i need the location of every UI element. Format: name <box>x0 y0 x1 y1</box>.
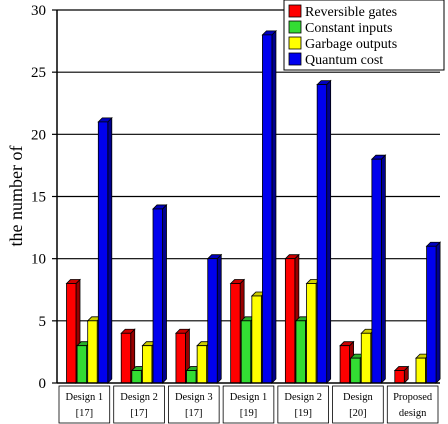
bar-side <box>326 79 332 384</box>
bar-front <box>207 258 218 384</box>
bar-front <box>316 84 328 384</box>
bar-front <box>306 283 317 384</box>
legend-swatch <box>288 36 302 50</box>
x-tick-label: Proposed <box>393 392 433 403</box>
legend-swatch <box>288 52 302 66</box>
legend-item: Reversible gates <box>288 4 397 20</box>
y-tick-label: 30 <box>31 3 46 19</box>
bars <box>65 29 442 384</box>
bar-front <box>371 158 382 384</box>
y-tick-label: 10 <box>31 252 46 268</box>
bar-front <box>131 370 142 384</box>
legend-item: Garbage outputs <box>288 36 397 52</box>
bar-front <box>251 295 262 384</box>
legend-label: Garbage outputs <box>305 37 397 52</box>
bar-front <box>152 208 163 384</box>
x-tick-label: [19] <box>294 408 312 419</box>
legend-box <box>283 0 445 71</box>
x-tick-label: Design 3 <box>175 392 213 403</box>
bar-front <box>394 370 405 384</box>
bar-front <box>175 332 186 384</box>
bar-front <box>87 320 98 384</box>
bar-quantum-cost <box>152 203 168 384</box>
y-tick-label: 20 <box>31 127 46 143</box>
x-category-box <box>332 385 384 424</box>
x-tick-label: [17] <box>76 408 94 419</box>
bar-side <box>107 116 113 384</box>
x-tick-label: [20] <box>349 408 367 419</box>
bar-front <box>426 245 437 384</box>
bar-front <box>350 357 361 384</box>
x-tick-label: [17] <box>185 408 203 419</box>
bar-front <box>142 345 153 384</box>
bar-side <box>271 29 277 384</box>
bar-front <box>295 320 306 384</box>
x-tick-label: [19] <box>240 408 258 419</box>
bar-front <box>240 320 252 384</box>
y-tick-labels: 0 5 10 15 20 25 30 <box>31 3 46 392</box>
bar-front <box>66 283 77 384</box>
bar-front <box>196 345 208 384</box>
bar-quantum-cost <box>206 253 223 384</box>
x-tick-labels: Design 1 [17] Design 2 [17] Design 3 [17] Desi… <box>58 385 439 424</box>
bar-front <box>186 370 197 384</box>
bar-quantum-cost <box>316 79 332 384</box>
y-tick-label: 15 <box>31 190 46 206</box>
x-tick-label: Design 1 <box>66 392 104 403</box>
bar-front <box>97 121 109 384</box>
legend-swatch <box>288 20 302 34</box>
legend-label: Quantum cost <box>305 53 383 68</box>
bar-front <box>230 283 241 384</box>
bar-front <box>360 332 372 384</box>
x-tick-label: [17] <box>130 408 148 419</box>
legend-item: Constant inputs <box>288 20 393 36</box>
y-axis-label: the number of <box>6 146 26 247</box>
bar-front <box>415 357 426 384</box>
legend-label: Reversible gates <box>305 5 397 20</box>
y-tick-label: 0 <box>39 376 47 392</box>
x-category-box <box>168 385 220 424</box>
bar-quantum-cost <box>97 116 113 384</box>
x-category-box <box>386 385 439 424</box>
bar-front <box>284 258 296 384</box>
bar-front <box>339 345 350 384</box>
axes <box>52 9 440 384</box>
bar-quantum-cost <box>261 29 277 384</box>
x-tick-label: Design <box>343 392 373 403</box>
legend-item: Quantum cost <box>288 52 383 68</box>
x-tick-label: design <box>399 408 427 419</box>
bar-side <box>380 154 386 384</box>
x-category-box <box>222 385 275 424</box>
bar-front <box>120 332 132 384</box>
bar-side <box>162 203 167 384</box>
y-tick-label: 25 <box>31 65 46 81</box>
bar-side <box>435 241 441 384</box>
bar-quantum-cost <box>370 154 387 384</box>
legend-label: Constant inputs <box>305 21 393 36</box>
x-category-box <box>113 385 165 424</box>
bar-side <box>216 253 222 384</box>
y-tick-label: 5 <box>39 314 47 330</box>
x-category-box <box>58 385 111 424</box>
legend-swatch <box>288 4 302 18</box>
bar-quantum-cost <box>425 241 442 384</box>
bar-reversible-gates <box>393 365 410 384</box>
x-tick-label: Design 2 <box>284 392 322 403</box>
bar-front <box>262 34 273 384</box>
x-tick-label: Design 1 <box>230 392 268 403</box>
bar-front <box>76 345 87 384</box>
x-tick-label: Design 2 <box>120 392 158 403</box>
x-category-box <box>277 385 329 424</box>
